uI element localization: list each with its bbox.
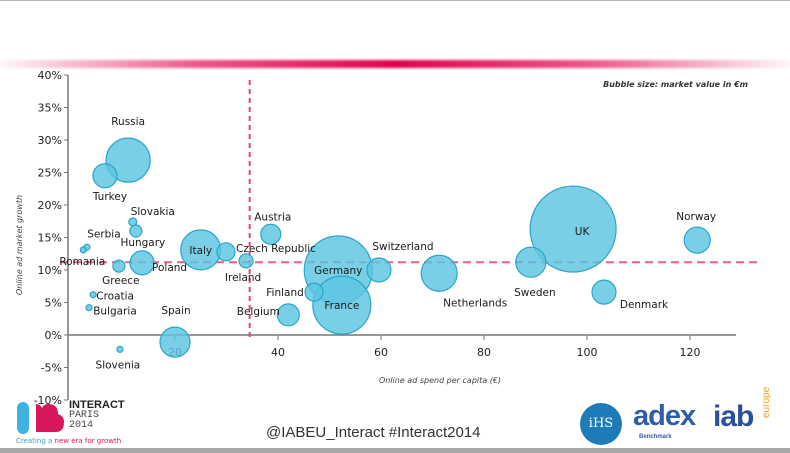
logo-pill-icon [17, 402, 29, 434]
bubble-netherlands [420, 254, 458, 292]
label-romania: Romania [59, 256, 105, 268]
label-czech-republic: Czech Republic [236, 243, 316, 255]
label-turkey: Turkey [92, 191, 127, 203]
bubbles [79, 137, 711, 358]
bubble-slovakia [128, 217, 138, 227]
bubble-ireland [238, 253, 254, 269]
label-hungary: Hungary [120, 237, 165, 249]
axes: -10%-5%0%5%10%15%20%25%30%35%40%20406080… [34, 69, 736, 407]
bubble-czech-republic [216, 242, 236, 262]
x-tick-label: 60 [374, 346, 388, 359]
label-germany: Germany [314, 265, 362, 277]
bubble-greece [112, 259, 126, 273]
bubble-poland [129, 250, 155, 276]
y-tick-label: -5% [41, 362, 62, 375]
ihs-logo: iHS [580, 403, 622, 445]
bubble-bulgaria [85, 304, 93, 312]
y-tick-label: 15% [38, 232, 62, 245]
x-tick-label: 120 [680, 346, 701, 359]
hashtag-text: @IABEU_Interact #Interact2014 [266, 424, 481, 441]
bubble-size-note: Bubble size: market value in €m [603, 80, 748, 89]
bubble-norway [683, 226, 711, 254]
y-tick-label: 10% [38, 264, 62, 277]
x-tick-label: 100 [577, 346, 598, 359]
y-tick-label: 30% [38, 134, 62, 147]
top-border [0, 0, 790, 1]
y-tick-label: 25% [38, 167, 62, 180]
bubble-romania [79, 246, 87, 254]
adex-logo: adex [633, 400, 696, 432]
sponsor-logos: iHS adex Benchmark iab europe [575, 386, 785, 448]
label-denmark: Denmark [620, 299, 669, 311]
label-uk: UK [575, 226, 591, 238]
bubble-austria [260, 223, 282, 245]
y-tick-label: 40% [38, 69, 62, 82]
footer-bar [0, 448, 790, 453]
label-poland: Poland [152, 262, 187, 274]
tagline-part-a: Creating a [16, 437, 55, 445]
bubble-croatia [89, 291, 97, 299]
label-slovakia: Slovakia [131, 206, 175, 218]
event-name: INTERACT [69, 399, 125, 411]
adex-benchmark-label: Benchmark [639, 434, 672, 440]
label-croatia: Croatia [96, 291, 134, 303]
logo-heart-icon [36, 404, 64, 432]
bubble-spain [159, 326, 191, 358]
event-city: PARIS [69, 410, 100, 421]
header-accent-bar [0, 60, 790, 68]
event-city-year: PARIS 2014 [69, 411, 99, 431]
y-tick-label: 5% [45, 297, 62, 310]
label-norway: Norway [676, 211, 716, 223]
label-netherlands: Netherlands [443, 297, 507, 309]
y-tick-label: 35% [38, 102, 62, 115]
y-tick-label: 0% [45, 329, 62, 342]
label-finland: Finland [266, 287, 304, 299]
bubble-switzerland [366, 257, 392, 283]
x-axis-label: Online ad spend per capita (€) [379, 376, 501, 385]
bubble-turkey [92, 163, 118, 189]
bubble-hungary [129, 224, 143, 238]
bubble-slovenia [116, 345, 124, 353]
label-greece: Greece [102, 275, 139, 287]
label-sweden: Sweden [514, 287, 556, 299]
iab-europe-label: europe [761, 386, 772, 418]
tagline-part-b: new era for growth [54, 437, 122, 445]
label-serbia: Serbia [87, 228, 120, 240]
bubble-finland [304, 282, 324, 302]
x-tick-label: 40 [271, 346, 285, 359]
label-bulgaria: Bulgaria [93, 306, 137, 318]
label-spain: Spain [161, 305, 190, 317]
bubble-uk [529, 185, 617, 273]
x-tick-label: 80 [477, 346, 491, 359]
bubble-russia [105, 137, 151, 183]
label-italy: Italy [189, 245, 212, 257]
y-tick-label: -10% [34, 394, 62, 407]
y-tick-label: 20% [38, 199, 62, 212]
label-belgium: Belgium [237, 306, 280, 318]
label-france: France [324, 300, 359, 312]
iab-logo: iab [713, 400, 754, 433]
event-year: 2014 [69, 420, 94, 431]
bubble-sweden [515, 246, 547, 278]
label-switzerland: Switzerland [372, 241, 433, 253]
label-slovenia: Slovenia [96, 359, 141, 371]
label-austria: Austria [254, 211, 291, 223]
y-axis-label: Online ad market growth [15, 195, 24, 295]
reference-lines [60, 80, 760, 341]
bubble-france [312, 275, 372, 335]
event-tagline: Creating a new era for growth [16, 437, 121, 445]
bubble-denmark [591, 279, 617, 305]
label-russia: Russia [111, 116, 145, 128]
interact-paris-logo: INTERACT PARIS 2014 Creating a new era fo… [14, 398, 154, 446]
bubble-belgium [276, 303, 300, 327]
label-ireland: Ireland [225, 272, 261, 284]
